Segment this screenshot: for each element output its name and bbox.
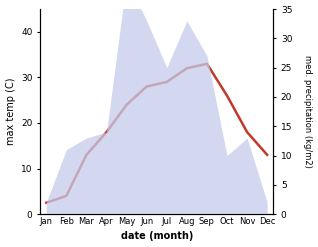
X-axis label: date (month): date (month) [121,231,193,242]
Y-axis label: max temp (C): max temp (C) [5,78,16,145]
Y-axis label: med. precipitation (kg/m2): med. precipitation (kg/m2) [303,55,313,168]
